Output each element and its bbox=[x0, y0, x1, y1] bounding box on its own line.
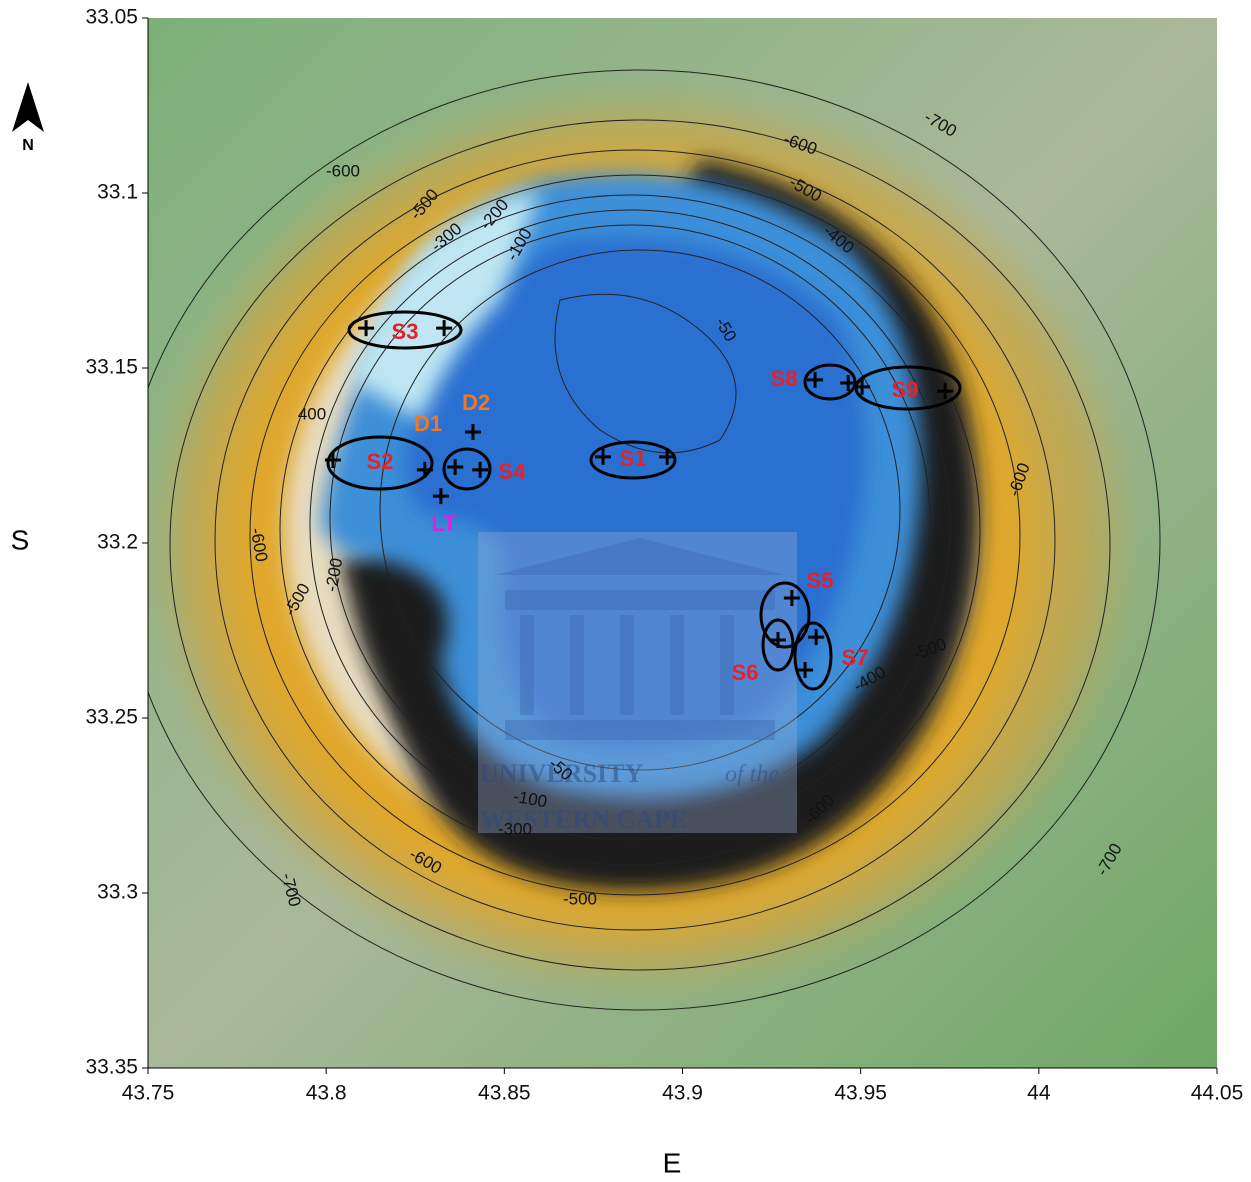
north-arrow bbox=[12, 82, 44, 132]
x-tick-label: 43.75 bbox=[122, 1082, 175, 1105]
y-tick-label: 33.25 bbox=[85, 706, 138, 729]
y-tick-label: 33.05 bbox=[85, 6, 138, 29]
station-label: S3 bbox=[392, 319, 419, 344]
station-label: D2 bbox=[462, 390, 490, 415]
x-tick-label: 44.05 bbox=[1191, 1082, 1244, 1105]
station-label: S9 bbox=[892, 377, 919, 402]
y-tick-label: 33.1 bbox=[97, 181, 138, 204]
y-tick-label: 33.15 bbox=[85, 356, 138, 379]
map: UNIVERSITY of the WESTERN CAPE N S E 43.… bbox=[0, 0, 1251, 1182]
x-tick-label: 44 bbox=[1027, 1082, 1051, 1105]
x-tick-label: 43.9 bbox=[662, 1082, 703, 1105]
contour-label: -500 bbox=[563, 889, 597, 908]
station-label: S7 bbox=[842, 645, 869, 670]
station-label: LT bbox=[431, 511, 457, 536]
y-tick-label: 33.2 bbox=[97, 531, 138, 554]
y-tick-label: 33.3 bbox=[97, 881, 138, 904]
watermark-text: of the bbox=[725, 762, 779, 788]
station-label: S8 bbox=[771, 366, 798, 391]
y-tick-label: 33.35 bbox=[85, 1056, 138, 1079]
y-axis-label: S bbox=[11, 524, 30, 555]
contour-label: -300 bbox=[498, 819, 532, 838]
x-tick-label: 43.8 bbox=[306, 1082, 347, 1105]
station-label: S6 bbox=[732, 660, 759, 685]
station-label: S1 bbox=[620, 446, 647, 471]
x-tick-label: 43.85 bbox=[478, 1082, 531, 1105]
station-label: D1 bbox=[414, 411, 442, 436]
x-axis-label: E bbox=[663, 1147, 682, 1178]
x-tick-label: 43.95 bbox=[834, 1082, 887, 1105]
contour-label: 400 bbox=[298, 404, 326, 423]
north-label: N bbox=[22, 137, 34, 154]
station-label: S5 bbox=[807, 568, 834, 593]
station-label: S4 bbox=[499, 459, 527, 484]
station-label: S2 bbox=[367, 449, 394, 474]
contour-label: -600 bbox=[326, 161, 360, 180]
